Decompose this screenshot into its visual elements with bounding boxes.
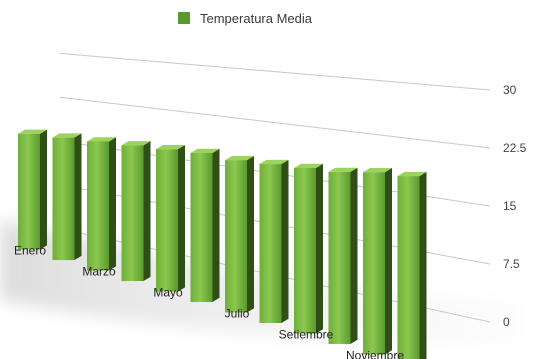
bar-front xyxy=(52,137,75,261)
gridline xyxy=(59,96,491,149)
x-tick-label: Noviembre xyxy=(346,348,404,359)
bar-top xyxy=(225,155,254,161)
bar-top xyxy=(328,167,358,172)
bar-front xyxy=(225,160,247,313)
bar-front xyxy=(18,133,40,250)
bar xyxy=(294,163,323,334)
bar-top xyxy=(397,171,427,177)
bar-front xyxy=(259,164,282,323)
x-tick-label: Marzo xyxy=(82,265,116,279)
legend: Temperatura Media xyxy=(178,9,312,27)
x-tick-label: Enero xyxy=(14,244,46,258)
x-tick-label: Mayo xyxy=(153,286,183,300)
bar-top xyxy=(190,148,220,154)
bar xyxy=(87,137,116,271)
bar-side xyxy=(74,133,82,261)
bar-top xyxy=(121,141,151,146)
y-tick-label: 0 xyxy=(503,315,510,329)
bar-side xyxy=(247,155,254,313)
bar-front xyxy=(190,153,213,303)
y-tick-label: 7.5 xyxy=(503,257,520,271)
bar-side xyxy=(419,171,427,359)
bar xyxy=(328,167,358,344)
bar-side xyxy=(281,159,289,323)
bar-side xyxy=(385,168,392,355)
bar xyxy=(363,168,392,355)
bar-top xyxy=(18,129,47,134)
y-tick-label: 22.5 xyxy=(503,141,527,155)
bar-side xyxy=(109,137,116,271)
y-tick-label: 15 xyxy=(503,199,517,213)
bar-top xyxy=(87,137,116,142)
bar xyxy=(259,159,289,323)
bar-top xyxy=(156,144,185,150)
bar-top xyxy=(259,159,289,165)
bar-top xyxy=(363,168,392,173)
bar-front xyxy=(156,149,178,292)
bar-side xyxy=(40,129,47,250)
bar-side xyxy=(143,141,151,282)
gridline xyxy=(59,52,491,91)
bar-top xyxy=(52,133,82,138)
bar xyxy=(190,148,220,303)
bar xyxy=(18,129,47,250)
bar-front xyxy=(363,172,385,355)
bar-side xyxy=(350,167,358,344)
legend-swatch xyxy=(178,12,190,24)
bar-side xyxy=(178,144,185,292)
legend-label: Temperatura Media xyxy=(200,10,312,26)
bar xyxy=(156,144,185,292)
bar-front xyxy=(121,145,144,282)
x-tick-label: Julio xyxy=(225,306,250,320)
bar-front xyxy=(294,167,316,334)
bar-top xyxy=(294,163,323,168)
bar-front xyxy=(87,141,109,271)
bar xyxy=(52,133,82,261)
bar xyxy=(225,155,254,313)
bar-front xyxy=(397,176,420,359)
bar xyxy=(397,171,427,359)
bar-side xyxy=(316,163,323,334)
bar-side xyxy=(212,148,220,303)
y-tick-label: 30 xyxy=(503,83,517,97)
bar-front xyxy=(328,171,351,344)
bar xyxy=(121,141,151,282)
x-tick-label: Setiembre xyxy=(279,327,334,341)
